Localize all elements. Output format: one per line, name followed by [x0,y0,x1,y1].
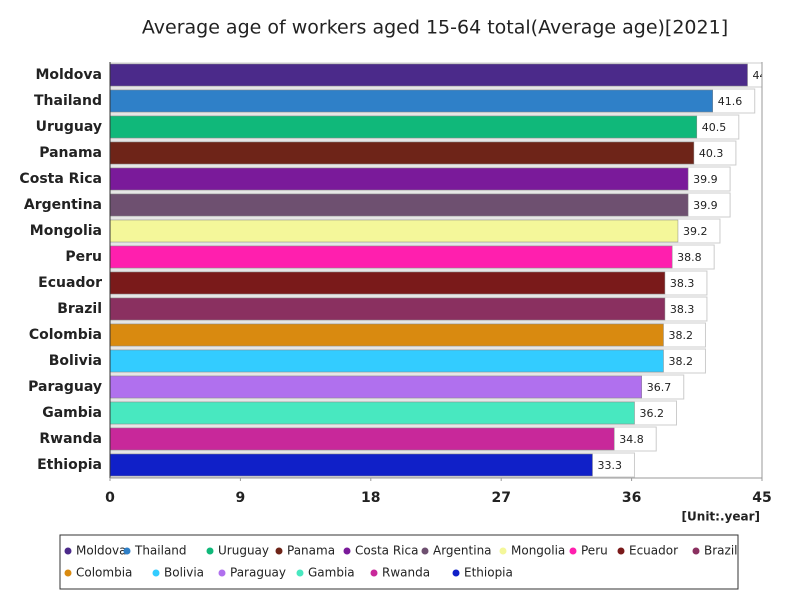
x-tick-label: 45 [752,490,771,506]
y-tick-label: Rwanda [39,431,102,447]
bar [109,453,593,477]
bar [109,115,698,139]
bar [109,427,615,451]
bar [109,167,689,191]
legend-box [59,534,739,590]
x-tick-label: 9 [236,490,246,506]
value-label: 40.3 [699,147,724,160]
legend-label: Uruguay [218,544,269,558]
bar [109,375,642,399]
y-tick-label: Mongolia [30,223,102,239]
bars: 44 41.6 40.5 40.3 39.9 39.9 39.2 38.8 38.3 38.3 38… [109,62,767,478]
value-label: 38.3 [670,303,695,316]
legend-marker [206,547,214,555]
bar [109,297,666,321]
y-tick-label: Panama [39,145,102,161]
legend-marker [343,547,351,555]
value-label: 38.8 [677,251,702,264]
value-label: 39.9 [693,173,718,186]
bar [109,63,748,87]
y-tick-label: Colombia [29,327,102,343]
value-label: 39.2 [683,225,708,238]
legend-label: Mongolia [511,544,565,558]
legend-label: Gambia [308,566,355,580]
chart-title: Average age of workers aged 15-64 total(… [142,17,728,39]
value-label: 40.5 [702,121,727,134]
bar [109,245,673,269]
value-label: 38.2 [668,355,693,368]
value-label: 33.3 [597,459,622,472]
legend-label: Colombia [76,566,132,580]
bar [109,349,664,373]
legend-label: Rwanda [382,566,430,580]
legend-label: Costa Rica [355,544,418,558]
legend-label: Thailand [134,544,187,558]
y-tick-label: Ethiopia [37,457,102,473]
bar [109,219,679,243]
legend-marker [218,569,226,577]
bar [109,193,689,217]
legend-marker [152,569,160,577]
x-tick-label: 27 [491,490,510,506]
legend-label: Panama [287,544,335,558]
legend-label: Argentina [433,544,492,558]
legend-marker [64,569,72,577]
y-tick-label: Peru [65,249,102,265]
y-tick-label: Ecuador [38,275,102,291]
y-tick-label: Uruguay [36,119,102,135]
bar [109,141,695,165]
legend-marker [452,569,460,577]
legend-label: Bolivia [164,566,204,580]
value-label: 38.3 [670,277,695,290]
bar [109,401,635,425]
legend-label: Ecuador [629,544,678,558]
bar [109,271,666,295]
value-label: 44 [753,69,767,82]
x-tick-label: 36 [622,490,641,506]
bar [109,89,713,113]
legend-marker [569,547,577,555]
y-tick-label: Gambia [42,405,102,421]
legend-marker [692,547,700,555]
legend-label: Ethiopia [464,566,513,580]
y-tick-label: Bolivia [49,353,102,369]
value-label: 41.6 [718,95,743,108]
y-tick-label: Costa Rica [19,171,102,187]
bar [109,323,664,347]
legend-marker [123,547,131,555]
legend-marker [275,547,283,555]
legend-marker [499,547,507,555]
legend-label: Brazil [704,544,738,558]
legend-marker [421,547,429,555]
x-tick-label: 18 [361,490,380,506]
x-tick-label: 0 [105,490,115,506]
y-tick-label: Paraguay [28,379,102,395]
value-label: 36.2 [639,407,664,420]
value-label: 36.7 [647,381,672,394]
legend-label: Paraguay [230,566,286,580]
y-tick-label: Thailand [34,93,102,109]
value-label: 34.8 [619,433,644,446]
legend-label: Peru [581,544,608,558]
legend-marker [296,569,304,577]
legend-label: Moldova [76,544,126,558]
value-label: 39.9 [693,199,718,212]
unit-label: [Unit:.year] [682,510,760,524]
y-tick-label: Argentina [24,197,102,213]
value-label: 38.2 [668,329,693,342]
legend-marker [370,569,378,577]
y-tick-label: Moldova [35,67,102,83]
legend-marker [64,547,72,555]
legend-marker [617,547,625,555]
y-tick-label: Brazil [57,301,102,317]
